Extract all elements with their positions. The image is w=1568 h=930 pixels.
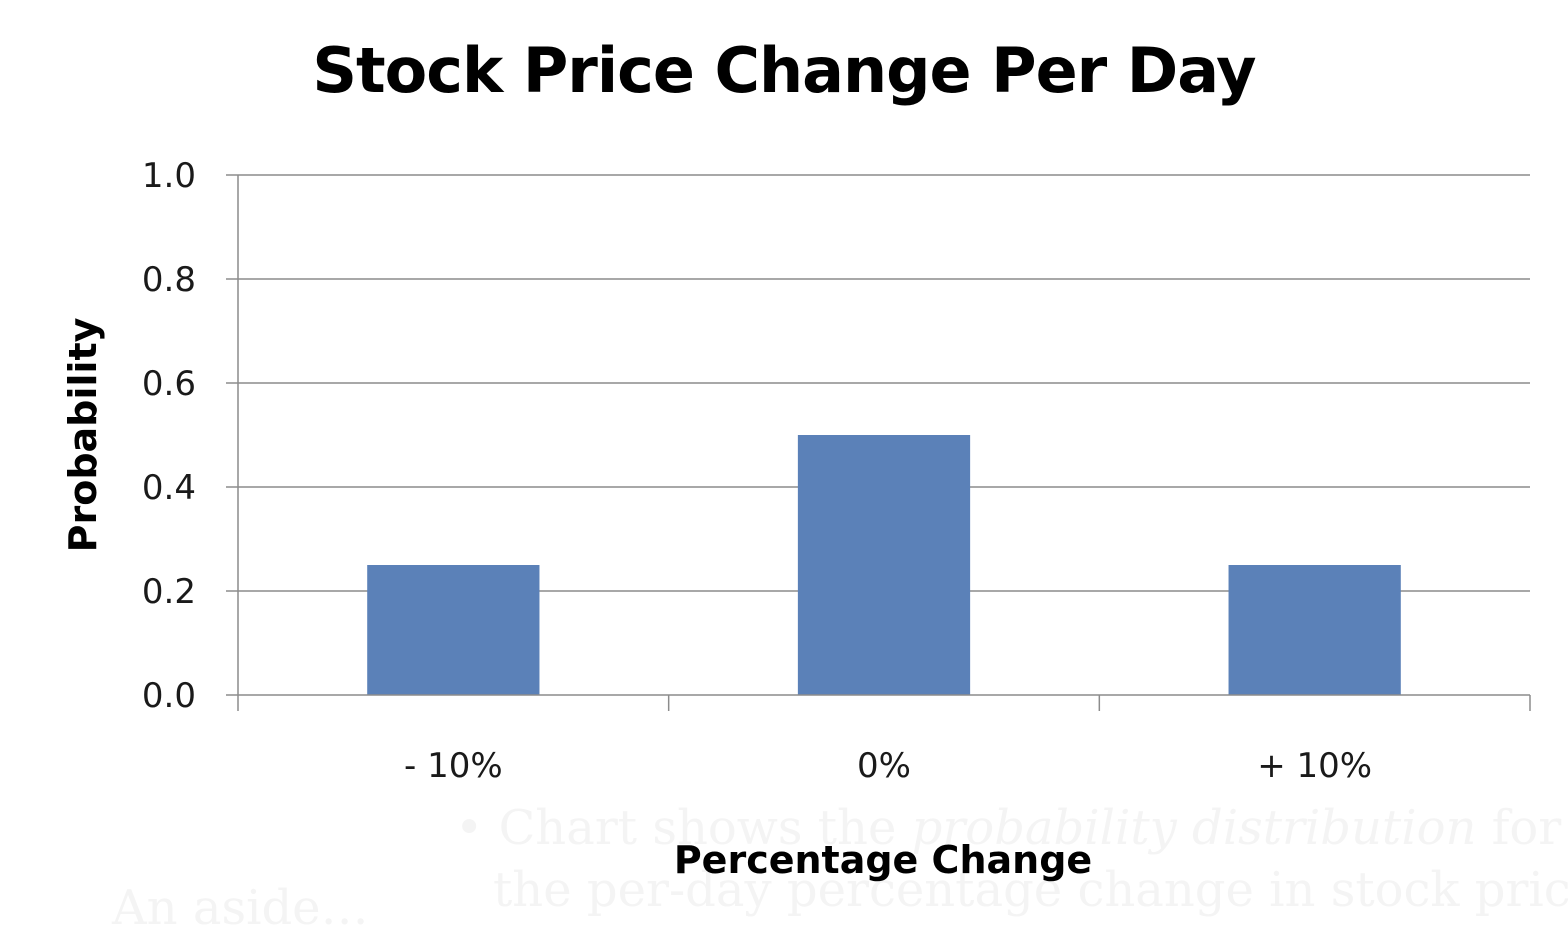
overlay-text-1a: Chart shows the (498, 800, 912, 856)
y-axis-title: Probability (61, 317, 105, 552)
y-tick-label: 0.2 (142, 572, 196, 612)
y-tick-label: 0.0 (142, 676, 196, 716)
tick-labels: 0.0 0.2 0.4 0.6 0.8 1.0 - 10% 0% + 10% (142, 156, 1372, 786)
bar (1228, 565, 1401, 695)
bar (367, 565, 540, 695)
x-tick-label: 0% (857, 746, 911, 786)
y-tick-label: 0.4 (142, 468, 196, 508)
x-tick-label: + 10% (1257, 746, 1372, 786)
bars (367, 435, 1401, 695)
y-tick-label: 0.8 (142, 260, 196, 300)
x-axis-title: Percentage Change (674, 838, 1092, 882)
chart-title: Stock Price Change Per Day (312, 34, 1256, 107)
x-tick-label: - 10% (404, 746, 503, 786)
overlay-text-1b: for (1476, 800, 1562, 856)
overlay-aside-text: An aside… (112, 880, 369, 930)
axes (226, 174, 1531, 711)
y-tick-label: 1.0 (142, 156, 196, 196)
overlay-bullet: • (455, 800, 484, 856)
overlay-text-1-emphasis: probability distribution (911, 800, 1477, 856)
overlay-text-line-2: the per-day percentage change in stock p… (493, 862, 1568, 918)
overlay-text-line-1: • Chart shows the probability distributi… (455, 800, 1561, 856)
bar (797, 435, 971, 695)
y-tick-label: 0.6 (142, 364, 196, 404)
